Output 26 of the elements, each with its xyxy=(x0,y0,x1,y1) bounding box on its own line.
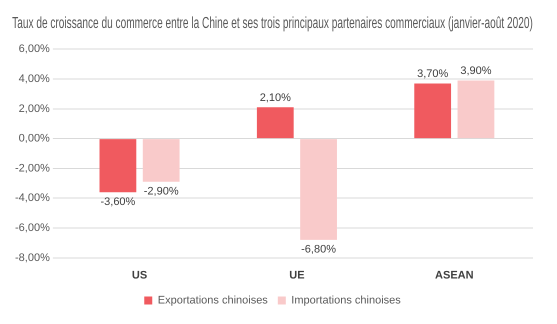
data-label: -6,80% xyxy=(301,243,336,256)
legend-label: Importations chinoises xyxy=(291,294,402,307)
x-tick-label: UE xyxy=(289,269,305,282)
bar xyxy=(414,83,452,138)
y-tick-label: 0,00% xyxy=(18,132,50,145)
data-label: 3,90% xyxy=(460,65,492,78)
y-tick-label: -8,00% xyxy=(14,252,50,264)
data-label: 2,10% xyxy=(260,92,292,104)
y-tick-label: 6,00% xyxy=(18,43,50,56)
y-tick-label: -6,00% xyxy=(14,222,50,234)
y-tick-label: -2,00% xyxy=(14,162,50,174)
bar xyxy=(100,139,136,192)
y-tick-label: 2,00% xyxy=(18,102,50,115)
bar xyxy=(256,107,294,138)
bar xyxy=(458,80,494,138)
chart-title: Taux de croissance du commerce entre la Chine et ses trois principaux partenaires commerciaux (janvier-août 2020) xyxy=(12,14,533,32)
y-tick-label: 4,00% xyxy=(18,73,50,86)
bar xyxy=(300,139,337,240)
y-tick-label: -4,00% xyxy=(14,192,50,204)
x-tick-label: US xyxy=(132,269,148,282)
bar xyxy=(142,139,180,182)
legend-label: Exportations chinoises xyxy=(158,294,268,307)
x-tick-label: ASEAN xyxy=(435,269,474,282)
data-label: -2,90% xyxy=(144,185,179,198)
data-label: 3,70% xyxy=(417,68,448,80)
data-label: -3,60% xyxy=(100,196,136,208)
